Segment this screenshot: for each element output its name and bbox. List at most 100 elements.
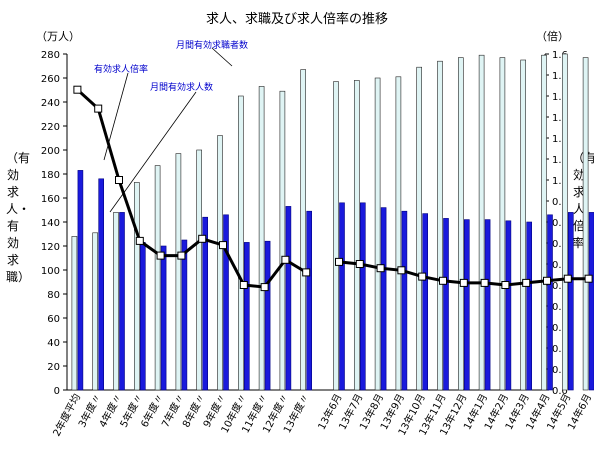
y-left-tick-label: 100	[41, 266, 60, 277]
bar-seekers	[154, 165, 161, 391]
y-left-tick-label: 0	[54, 386, 60, 397]
ratio-line	[76, 88, 307, 289]
bar-seekers	[279, 90, 286, 391]
ratio-point	[177, 251, 186, 260]
y-right-tick-label: 0.4	[552, 302, 568, 313]
bar-seekers	[196, 149, 202, 391]
bar-seekers	[437, 60, 443, 391]
y-right-tick-label: 1.0	[552, 176, 568, 187]
ratio-point	[563, 274, 572, 283]
bar-seekers	[71, 236, 78, 391]
bar-seekers	[416, 66, 423, 391]
ratio-point	[355, 260, 364, 268]
y-left-tick-label: 220	[41, 122, 60, 133]
ratio-point	[198, 234, 207, 243]
ratio-point	[376, 264, 385, 273]
y-right-tick-label: 0.8	[552, 218, 568, 229]
bar-openings	[526, 221, 533, 391]
bar-openings	[380, 207, 387, 391]
y-left-tick-label: 260	[41, 74, 60, 85]
callout-ratio: 有効求人倍率	[94, 65, 149, 75]
y-right-tick-label: 0.9	[552, 197, 568, 208]
bar-openings	[244, 242, 250, 391]
y-left-tick-label: 160	[41, 194, 60, 205]
bar-seekers	[92, 232, 98, 391]
ratio-point	[135, 236, 144, 245]
ratio-point	[501, 281, 510, 289]
y-right-tick-label: 0.7	[552, 239, 568, 250]
bar-seekers	[478, 54, 485, 391]
bar-openings	[339, 202, 345, 391]
bar-openings	[285, 206, 292, 391]
callout-ratio-leader	[103, 72, 129, 161]
bar-seekers	[238, 95, 244, 391]
bar-seekers	[561, 53, 568, 391]
chart-title: 求人、求職及び求人倍率の推移	[205, 12, 388, 27]
bar-seekers	[374, 77, 381, 391]
bar-openings	[567, 212, 574, 391]
ratio-point	[94, 104, 103, 113]
x-tick-label: 2年度平均	[50, 391, 83, 438]
left-axis-unit: （万人）	[36, 30, 80, 43]
ratio-point	[480, 278, 489, 287]
y-left-tick-label: 280	[41, 50, 60, 61]
bar-openings	[264, 240, 271, 391]
y-right-tick-label: 0.0	[552, 386, 568, 397]
y-left-tick-label: 200	[41, 146, 60, 157]
bar-seekers	[457, 57, 464, 391]
ratio-point	[302, 268, 311, 277]
bar-openings	[547, 214, 553, 391]
ratio-point	[418, 272, 427, 281]
bar-seekers	[217, 135, 223, 391]
y-right-tick-label: 1.3	[552, 113, 568, 124]
y-right-tick-label: 1.6	[552, 50, 568, 61]
bar-seekers	[541, 54, 547, 391]
bar-seekers	[113, 212, 119, 391]
ratio-point	[335, 257, 343, 266]
bar-seekers	[333, 81, 339, 391]
y-right-tick-label: 1.4	[552, 92, 568, 103]
y-right-tick-label: 0.2	[552, 344, 568, 355]
bar-openings	[401, 210, 408, 391]
bar-openings	[119, 212, 125, 391]
bar-openings	[505, 220, 512, 391]
bar-seekers	[353, 80, 360, 391]
callout-openings: 月間有効求人数	[150, 83, 214, 93]
ratio-point	[522, 278, 531, 287]
right-axis-unit: （倍）	[536, 30, 569, 43]
ratio-point	[584, 274, 593, 283]
ratio-point	[115, 176, 123, 184]
bar-seekers	[300, 69, 307, 391]
bar-openings	[77, 170, 84, 391]
bar-openings	[359, 202, 366, 391]
bar-seekers	[395, 76, 402, 391]
ratio-point	[73, 85, 82, 94]
y-right-tick-label: 0.3	[552, 323, 568, 334]
y-right-tick-label: 0.5	[552, 281, 568, 292]
callout-seekers: 月間有効求職者数	[176, 41, 249, 51]
bar-openings	[463, 219, 470, 391]
ratio-point	[543, 276, 551, 285]
y-right-tick-label: 0.1	[552, 365, 568, 376]
bar-seekers	[499, 57, 506, 391]
y-left-tick-label: 20	[47, 362, 60, 373]
ratio-point	[439, 276, 447, 285]
callout-openings-leader	[109, 91, 197, 213]
callout-seekers-leader	[211, 47, 233, 67]
ratio-point	[281, 255, 290, 264]
bar-openings	[202, 216, 208, 391]
y-right-tick-label: 1.5	[552, 71, 568, 82]
y-left-tick-label: 240	[41, 98, 60, 109]
bar-openings	[223, 214, 229, 391]
bar-openings	[443, 218, 449, 391]
bar-openings	[160, 245, 167, 391]
bar-openings	[140, 242, 146, 391]
bar-seekers	[582, 57, 589, 391]
bar-seekers	[175, 153, 182, 391]
bar-openings	[98, 178, 104, 391]
bar-openings	[484, 219, 491, 391]
y-left-tick-label: 120	[41, 242, 60, 253]
y-left-tick-label: 80	[47, 290, 60, 301]
ratio-point	[459, 278, 468, 287]
